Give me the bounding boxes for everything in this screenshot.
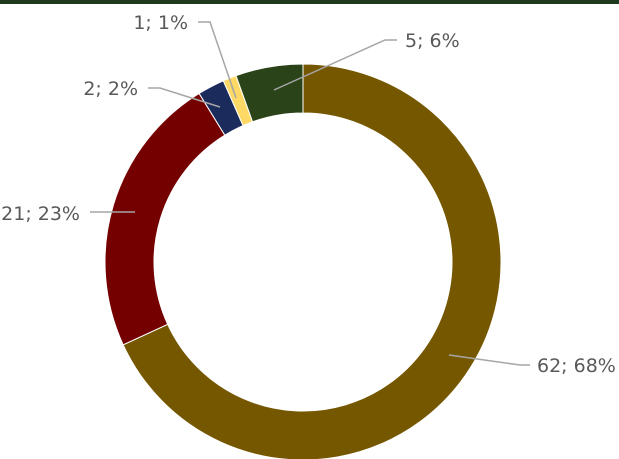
leader-line-2 (148, 87, 221, 108)
top-border (0, 0, 619, 4)
data-label-62: 62; 68% (537, 355, 616, 377)
data-label-1: 1; 1% (133, 12, 188, 34)
slice-62 (122, 63, 502, 459)
leader-line-62 (448, 354, 530, 366)
slice-21 (104, 92, 226, 346)
data-label-2: 2; 2% (83, 78, 138, 100)
data-label-5: 5; 6% (405, 30, 460, 52)
leader-line-1 (198, 21, 237, 99)
leader-line-5 (273, 39, 397, 91)
data-label-21: 21; 23% (1, 203, 80, 225)
slice-5 (235, 63, 304, 123)
